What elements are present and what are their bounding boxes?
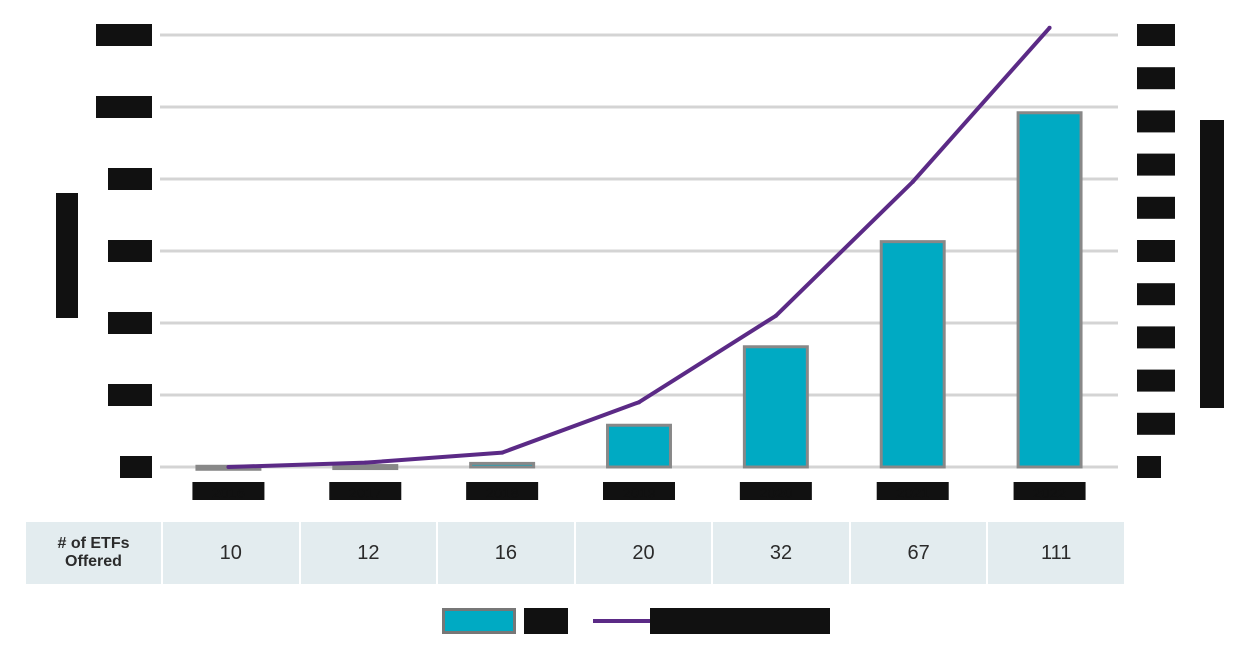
right-tick-label xyxy=(1137,456,1161,478)
x-tick-text: 2019 xyxy=(622,485,655,500)
x-tick-text: 2021 xyxy=(896,485,929,500)
x-tick-label xyxy=(1013,482,1086,500)
bar xyxy=(1016,111,1083,469)
bar xyxy=(742,345,809,469)
line-point xyxy=(637,400,641,405)
right-tick-label xyxy=(1137,153,1175,176)
line-point xyxy=(1047,25,1052,30)
right-tick-label xyxy=(1137,326,1175,349)
line-point xyxy=(500,450,505,455)
left-tick-label xyxy=(96,96,152,118)
table-cell: 20 xyxy=(574,522,714,584)
x-axis: 2016 2017 2018 2019 2020 2021 2022 xyxy=(192,482,1086,500)
legend-line-swatch xyxy=(593,619,651,623)
bar-series xyxy=(195,111,1083,471)
left-axis xyxy=(96,24,152,478)
etf-count-table: # of ETFs Offered 10 12 16 20 32 67 111 xyxy=(26,522,1126,584)
row-label-line1: # of ETFs xyxy=(57,535,130,552)
left-tick-label xyxy=(96,24,152,46)
x-tick-text: 2022 xyxy=(1033,485,1066,500)
left-tick-label xyxy=(108,384,152,406)
x-tick-text: 2016 xyxy=(212,485,245,500)
left-axis-title xyxy=(56,193,78,318)
bar xyxy=(606,423,672,469)
x-tick-label xyxy=(192,482,265,500)
line-series xyxy=(226,25,1052,469)
row-label: # of ETFs Offered xyxy=(26,522,163,584)
x-tick-text: 2020 xyxy=(759,485,792,500)
x-tick-label xyxy=(329,482,402,500)
left-tick-label xyxy=(108,240,152,262)
gridlines xyxy=(160,33,1118,469)
left-tick-label xyxy=(108,312,152,334)
line-point xyxy=(910,179,915,184)
bar xyxy=(879,240,946,469)
x-tick-label xyxy=(876,482,949,500)
legend-line-label xyxy=(650,608,830,634)
right-tick-label xyxy=(1137,283,1175,306)
right-tick-label xyxy=(1137,110,1175,133)
legend-bar-swatch xyxy=(442,608,516,634)
bar xyxy=(332,464,399,471)
right-tick-label xyxy=(1137,412,1175,435)
right-axis-title xyxy=(1200,120,1224,408)
x-tick-text: 2017 xyxy=(349,485,382,500)
left-tick-label xyxy=(120,456,152,478)
right-axis xyxy=(1137,24,1175,478)
legend-bar-label xyxy=(524,608,568,634)
x-tick-text: 2018 xyxy=(485,485,518,500)
right-tick-label xyxy=(1137,240,1175,262)
right-tick-label xyxy=(1137,67,1175,90)
table-cell: 32 xyxy=(712,522,851,584)
x-tick-label xyxy=(739,482,812,500)
legend xyxy=(438,604,838,638)
right-tick-label xyxy=(1137,196,1175,219)
x-tick-label xyxy=(603,482,675,500)
table-cell: 10 xyxy=(162,522,301,584)
table-cell: 111 xyxy=(987,522,1126,584)
table-cell: 16 xyxy=(437,522,576,584)
line-point xyxy=(363,460,368,465)
table-cell: 67 xyxy=(849,522,989,584)
table-row: # of ETFs Offered 10 12 16 20 32 67 111 xyxy=(26,522,1126,584)
chart: 2016 2017 2018 2019 2020 2021 2022 xyxy=(56,24,1224,500)
right-tick-label xyxy=(1137,24,1175,46)
right-tick-label xyxy=(1137,369,1175,392)
table-cell: 12 xyxy=(299,522,439,584)
row-label-line2: Offered xyxy=(65,553,122,570)
line-point xyxy=(773,313,778,318)
line-point xyxy=(226,465,231,469)
bar xyxy=(469,461,536,469)
left-tick-label xyxy=(108,168,152,190)
x-tick-label xyxy=(466,482,539,500)
